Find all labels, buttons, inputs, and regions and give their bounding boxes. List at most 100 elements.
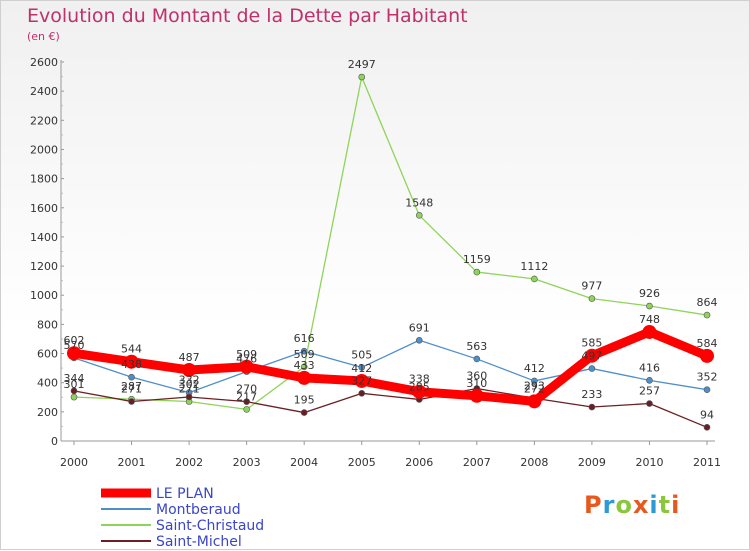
data-point [588, 403, 596, 411]
data-label: 270 [236, 383, 257, 396]
y-tick-label: 1200 [30, 260, 58, 273]
data-label: 217 [236, 390, 257, 403]
data-point [239, 359, 254, 374]
data-label: 1112 [520, 260, 548, 273]
data-point [703, 386, 711, 393]
data-point [128, 398, 135, 405]
data-point [297, 370, 312, 385]
logo-letter: i [671, 491, 681, 519]
data-label: 352 [697, 371, 718, 384]
y-tick-label: 1600 [30, 202, 58, 215]
data-label: 271 [121, 382, 142, 395]
data-label: 748 [639, 313, 660, 326]
x-tick-label: 2000 [60, 456, 88, 469]
data-point [300, 409, 308, 416]
data-label: 616 [294, 332, 315, 345]
data-point [588, 365, 596, 372]
data-label: 271 [179, 382, 200, 395]
x-tick-label: 2004 [290, 456, 318, 469]
data-label: 1548 [405, 196, 433, 209]
data-label: 544 [121, 343, 142, 356]
data-point [584, 348, 599, 363]
data-label: 332 [179, 374, 200, 387]
data-point [243, 398, 250, 405]
x-tick-label: 2003 [233, 456, 261, 469]
data-label: 1159 [463, 253, 491, 266]
y-tick-label: 200 [37, 406, 58, 419]
chart-subtitle: (en €) [27, 30, 60, 43]
data-label: 233 [581, 388, 602, 401]
data-point [358, 390, 366, 397]
data-point [642, 324, 657, 339]
y-tick-label: 2200 [30, 114, 58, 127]
series-line-0 [69, 327, 712, 406]
legend: LE PLANMontberaudSaint-ChristaudSaint-Mi… [101, 486, 264, 550]
y-tick-label: 1800 [30, 173, 58, 186]
data-point [300, 363, 308, 371]
y-tick-label: 400 [37, 377, 58, 390]
data-label: 360 [466, 370, 487, 383]
data-point [185, 393, 193, 401]
data-point [469, 388, 484, 403]
data-label: 257 [639, 385, 660, 398]
data-point [646, 377, 653, 384]
data-point [527, 394, 542, 409]
x-tick-label: 2011 [693, 456, 721, 469]
y-tick-label: 1000 [30, 289, 58, 302]
y-tick-label: 0 [51, 435, 58, 448]
legend-label: Saint-Christaud [156, 518, 264, 534]
data-label: 344 [64, 372, 85, 385]
y-tick-label: 1400 [30, 231, 58, 244]
data-label: 293 [524, 379, 545, 392]
series-line-2 [73, 76, 708, 411]
legend-label: LE PLAN [156, 486, 214, 502]
data-label: 327 [351, 374, 372, 387]
data-point [531, 377, 538, 385]
data-label: 302 [179, 378, 200, 391]
logo-letter: i [649, 491, 659, 519]
data-point [70, 387, 78, 395]
data-label: 864 [697, 296, 718, 309]
series-line-3 [73, 387, 708, 428]
chart-title: Evolution du Montant de la Dette par Hab… [27, 5, 468, 27]
series-line-1 [73, 339, 708, 394]
logo-letter: P [584, 491, 603, 519]
data-label: 487 [179, 351, 200, 364]
data-label: 285 [409, 380, 430, 393]
legend-label: Montberaud [156, 502, 241, 518]
data-point [703, 423, 711, 431]
data-label: 195 [294, 394, 315, 407]
data-label: 585 [581, 337, 602, 350]
data-label: 301 [64, 378, 85, 391]
data-point [415, 212, 423, 219]
data-point [67, 346, 81, 361]
logo-letter: t [658, 491, 672, 519]
data-point [243, 406, 250, 413]
data-point [182, 363, 197, 378]
data-label: 476 [236, 353, 257, 366]
data-point [646, 302, 653, 310]
y-tick-label: 2400 [30, 85, 58, 98]
data-point [412, 384, 427, 399]
y-tick-label: 2000 [30, 143, 58, 156]
data-label: 433 [294, 359, 315, 372]
series-lines [67, 73, 714, 431]
x-tick-label: 2010 [635, 456, 663, 469]
data-label: 497 [581, 350, 602, 363]
data-point [358, 73, 366, 81]
logo-letter: x [632, 491, 650, 519]
data-label: 977 [581, 280, 602, 293]
y-tick-label: 2600 [30, 56, 58, 69]
logo-letter: r [602, 491, 616, 519]
data-label: 412 [524, 362, 545, 375]
data-point [531, 275, 538, 283]
data-label: 584 [697, 337, 718, 350]
data-label: 505 [351, 348, 372, 361]
y-tick-label: 600 [37, 348, 58, 361]
data-label: 570 [64, 339, 85, 352]
data-point [128, 373, 135, 381]
data-label: 416 [639, 361, 660, 374]
data-point [354, 373, 369, 388]
